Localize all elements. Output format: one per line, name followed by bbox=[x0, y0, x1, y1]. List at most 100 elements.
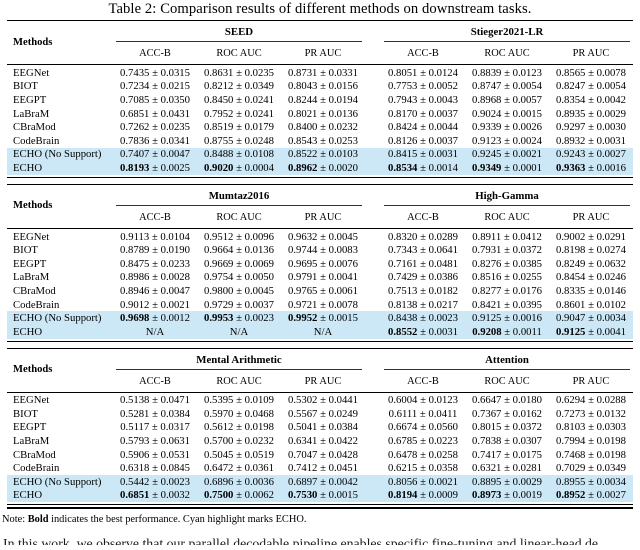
metric-cell: 0.8354 ± 0.0042 bbox=[556, 93, 626, 106]
table-row: EEGNet 0.5138 ± 0.0471 0.5395 ± 0.0109 0.53… bbox=[7, 394, 633, 408]
metric-cell: 0.9754 ± 0.0050 bbox=[204, 271, 274, 284]
metric-cell: 0.9952 ± 0.0015 bbox=[288, 312, 358, 325]
metric-cell: 0.9012 ± 0.0021 bbox=[120, 298, 190, 311]
metric-cell: 0.7838 ± 0.0307 bbox=[472, 435, 542, 448]
metric-cell: 0.8475 ± 0.0233 bbox=[120, 257, 190, 270]
metric-cell: 0.6896 ± 0.0036 bbox=[204, 475, 274, 488]
group-cells: 0.8194 ± 0.0009 0.8973 ± 0.0019 0.8952 ± 0… bbox=[381, 489, 633, 501]
dataset-header: High-Gamma bbox=[475, 189, 539, 202]
method-name: ECHO (No Support) bbox=[13, 312, 102, 325]
group-underline bbox=[116, 204, 362, 206]
metric-cell: 0.7500 ± 0.0062 bbox=[204, 489, 274, 502]
metric-cell: 0.8631 ± 0.0235 bbox=[204, 66, 274, 79]
dataset-header: Stieger2021-LR bbox=[470, 26, 544, 38]
column-header: ACC-B bbox=[407, 375, 439, 387]
method-name: CodeBrain bbox=[13, 134, 60, 147]
table-row: LaBraM 0.8986 ± 0.0028 0.9754 ± 0.0050 0.97… bbox=[7, 271, 633, 285]
metric-cell: 0.8946 ± 0.0047 bbox=[120, 284, 190, 297]
methods-header: Methods bbox=[13, 364, 53, 375]
metric-cell: 0.8986 ± 0.0028 bbox=[120, 271, 190, 284]
metric-cell: 0.8244 ± 0.0194 bbox=[288, 93, 358, 106]
column-headers: ACC-B ROC AUC PR AUC bbox=[113, 46, 365, 61]
methods-header: Methods bbox=[13, 36, 53, 48]
metric-cell: 0.7407 ± 0.0047 bbox=[120, 148, 190, 161]
metric-cell: 0.9744 ± 0.0083 bbox=[288, 244, 358, 257]
metric-cell: 0.8320 ± 0.0289 bbox=[388, 230, 458, 243]
column-header: PR AUC bbox=[572, 375, 610, 387]
section-header: Methods SEED ACC-B ROC AUC PR AUC Stieger2021… bbox=[7, 21, 633, 65]
method-name: CBraMod bbox=[13, 121, 56, 134]
section-body: EEGNet 0.7435 ± 0.0315 0.8631 ± 0.0235 0.87… bbox=[7, 65, 633, 177]
dataset-group: Mental Arithmetic ACC-B ROC AUC PR AUC bbox=[113, 351, 365, 389]
group-cells: 0.7435 ± 0.0315 0.8631 ± 0.0235 0.8731 ± 0… bbox=[113, 67, 365, 79]
method-name: CBraMod bbox=[13, 284, 56, 297]
metric-cell: 0.8424 ± 0.0044 bbox=[388, 121, 458, 134]
metric-cell: 0.9695 ± 0.0076 bbox=[288, 257, 358, 270]
dataset-header: Mental Arithmetic bbox=[196, 353, 282, 366]
group-cells: 0.5906 ± 0.0531 0.5045 ± 0.0519 0.7047 ± 0… bbox=[113, 449, 365, 461]
method-name: EEGPT bbox=[13, 257, 47, 270]
metric-cell: 0.8543 ± 0.0253 bbox=[288, 134, 358, 147]
metric-cell: 0.5281 ± 0.0384 bbox=[120, 407, 190, 420]
metric-cell: 0.5395 ± 0.0109 bbox=[204, 394, 274, 407]
table-title: Table 2: Comparison results of different… bbox=[108, 1, 532, 17]
metric-cell: 0.5302 ± 0.0441 bbox=[288, 394, 358, 407]
group-cells: N/A N/A N/A bbox=[113, 326, 365, 338]
metric-cell: 0.9297 ± 0.0030 bbox=[556, 121, 626, 134]
metric-cell: 0.8534 ± 0.0014 bbox=[388, 161, 458, 174]
group-cells: 0.8170 ± 0.0037 0.9024 ± 0.0015 0.8935 ± 0… bbox=[381, 108, 633, 120]
column-headers: ACC-B ROC AUC PR AUC bbox=[381, 210, 633, 225]
column-header: ACC-B bbox=[139, 375, 171, 387]
metric-cell: 0.8415 ± 0.0031 bbox=[388, 148, 458, 161]
column-header: ACC-B bbox=[407, 211, 439, 223]
method-name: BIOT bbox=[13, 407, 38, 420]
table-note: Note: Bold indicates the best performanc… bbox=[2, 513, 638, 526]
group-cells: 0.7161 ± 0.0481 0.8276 ± 0.0385 0.8249 ± 0… bbox=[381, 258, 633, 270]
metric-cell: 0.8043 ± 0.0156 bbox=[288, 80, 358, 93]
column-header: ROC AUC bbox=[484, 48, 530, 59]
group-cells: 0.8946 ± 0.0047 0.9800 ± 0.0045 0.9765 ± 0… bbox=[113, 285, 365, 297]
bottom-double-rule bbox=[7, 506, 633, 509]
table-row: ECHO (No Support) 0.7407 ± 0.0047 0.8488 ±… bbox=[7, 147, 633, 162]
table-row: CBraMod 0.8946 ± 0.0047 0.9800 ± 0.0045 0.9… bbox=[7, 284, 633, 298]
group-cells: 0.9012 ± 0.0021 0.9729 ± 0.0037 0.9721 ± 0… bbox=[113, 299, 365, 311]
method-name: CodeBrain bbox=[13, 298, 60, 311]
method-name: EEGNet bbox=[13, 394, 50, 407]
group-cells: 0.6785 ± 0.0223 0.7838 ± 0.0307 0.7994 ± 0… bbox=[381, 435, 633, 447]
metric-cell: 0.7047 ± 0.0428 bbox=[288, 448, 358, 461]
group-cells: 0.6215 ± 0.0358 0.6321 ± 0.0281 0.7029 ± 0… bbox=[381, 462, 633, 474]
metric-cell: N/A bbox=[229, 325, 249, 338]
metric-cell: 0.6478 ± 0.0258 bbox=[388, 448, 458, 461]
table-row: EEGPT 0.5117 ± 0.0317 0.5612 ± 0.0198 0.504… bbox=[7, 421, 633, 435]
column-header: ROC AUC bbox=[216, 375, 262, 387]
metric-cell: 0.8015 ± 0.0372 bbox=[472, 421, 542, 434]
metric-cell: 0.7931 ± 0.0372 bbox=[472, 244, 542, 257]
table-row: ECHO N/A N/A N/A 0.8552 ± 0.0031 0.9208 ± 0.0… bbox=[7, 324, 633, 339]
metric-cell: 0.6215 ± 0.0358 bbox=[388, 462, 458, 475]
method-name: EEGNet bbox=[13, 66, 50, 79]
group-cells: 0.8126 ± 0.0037 0.9123 ± 0.0024 0.8932 ± 0… bbox=[381, 135, 633, 147]
metric-cell: 0.9953 ± 0.0023 bbox=[204, 312, 274, 325]
metric-cell: 0.8193 ± 0.0025 bbox=[120, 161, 190, 174]
group-cells: 0.5117 ± 0.0317 0.5612 ± 0.0198 0.5041 ± 0… bbox=[113, 421, 365, 433]
metric-cell: 0.8194 ± 0.0009 bbox=[388, 489, 458, 502]
metric-cell: 0.5906 ± 0.0531 bbox=[120, 448, 190, 461]
metric-cell: 0.7412 ± 0.0451 bbox=[288, 462, 358, 475]
metric-cell: 0.7234 ± 0.0215 bbox=[120, 80, 190, 93]
group-cells: 0.8320 ± 0.0289 0.8911 ± 0.0412 0.9002 ± 0… bbox=[381, 231, 633, 243]
metric-cell: 0.7468 ± 0.0198 bbox=[556, 448, 626, 461]
metric-cell: 0.9698 ± 0.0012 bbox=[120, 312, 190, 325]
group-cells: 0.8138 ± 0.0217 0.8421 ± 0.0395 0.8601 ± 0… bbox=[381, 299, 633, 311]
metric-cell: 0.8400 ± 0.0232 bbox=[288, 121, 358, 134]
metric-cell: 0.5970 ± 0.0468 bbox=[204, 407, 274, 420]
metric-cell: 0.8955 ± 0.0034 bbox=[556, 475, 626, 488]
metric-cell: 0.8277 ± 0.0176 bbox=[472, 284, 542, 297]
table-row: BIOT 0.5281 ± 0.0384 0.5970 ± 0.0468 0.5567… bbox=[7, 407, 633, 421]
method-name: EEGNet bbox=[13, 230, 50, 243]
metric-cell: 0.8932 ± 0.0031 bbox=[556, 134, 626, 147]
table-row: EEGNet 0.9113 ± 0.0104 0.9512 ± 0.0096 0.96… bbox=[7, 230, 633, 244]
metric-cell: 0.5045 ± 0.0519 bbox=[204, 448, 274, 461]
metric-cell: 0.6111 ± 0.0411 bbox=[388, 407, 458, 420]
group-cells: 0.7262 ± 0.0235 0.8519 ± 0.0179 0.8400 ± 0… bbox=[113, 121, 365, 133]
metric-cell: 0.9664 ± 0.0136 bbox=[204, 244, 274, 257]
